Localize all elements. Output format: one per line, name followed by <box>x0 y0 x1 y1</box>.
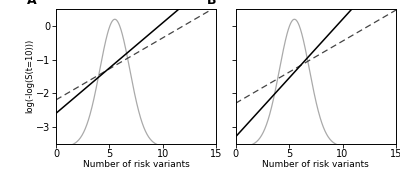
Text: B: B <box>207 0 216 6</box>
X-axis label: Number of risk variants: Number of risk variants <box>83 160 190 169</box>
X-axis label: Number of risk variants: Number of risk variants <box>262 160 369 169</box>
Text: A: A <box>27 0 37 6</box>
Y-axis label: log(-log(S(t=10))): log(-log(S(t=10))) <box>26 39 35 114</box>
